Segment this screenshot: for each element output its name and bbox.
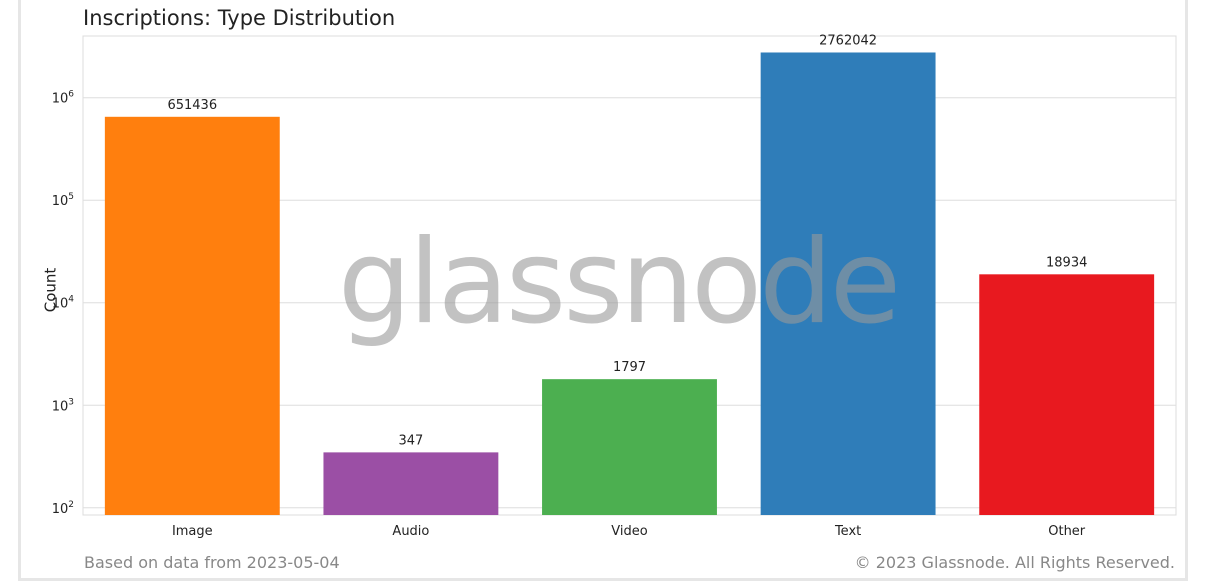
bar-text xyxy=(760,52,936,516)
y-axis-ticks: 102 103 104 105 106 xyxy=(52,90,75,517)
x-tick-label-video: Video xyxy=(611,524,647,539)
bar-image xyxy=(104,116,280,515)
y-tick-label: 102 xyxy=(52,500,74,517)
data-label-text: 2762042 xyxy=(819,33,877,48)
chart-frame xyxy=(18,0,1188,581)
data-label-audio: 347 xyxy=(398,433,423,448)
watermark-group: glassnode xyxy=(338,215,901,350)
watermark: glassnode xyxy=(338,215,898,350)
footer-source: Based on data from 2023-05-04 xyxy=(84,553,340,572)
x-tick-label-audio: Audio xyxy=(392,524,429,539)
y-tick-label: 104 xyxy=(52,295,75,312)
data-label-other: 18934 xyxy=(1046,255,1087,270)
y-tick-label: 106 xyxy=(52,90,75,107)
data-label-video: 1797 xyxy=(613,360,646,375)
y-axis-label: Count xyxy=(41,267,60,313)
x-tick-label-text: Text xyxy=(834,524,861,539)
bars xyxy=(104,52,1155,516)
y-tick-label: 103 xyxy=(52,397,74,414)
data-label-image: 651436 xyxy=(167,98,217,113)
footer-copyright: © 2023 Glassnode. All Rights Reserved. xyxy=(854,553,1175,572)
data-labels: 651436 347 1797 2762042 18934 xyxy=(167,33,1087,448)
chart-title: Inscriptions: Type Distribution xyxy=(83,6,396,30)
x-tick-label-image: Image xyxy=(172,524,213,539)
x-tick-label-other: Other xyxy=(1048,524,1086,539)
bar-other xyxy=(979,274,1155,515)
x-axis-ticks: Image Audio Video Text Other xyxy=(172,524,1086,539)
y-tick-label: 105 xyxy=(52,192,74,209)
bar-video xyxy=(542,379,717,515)
bar-audio xyxy=(323,452,499,515)
